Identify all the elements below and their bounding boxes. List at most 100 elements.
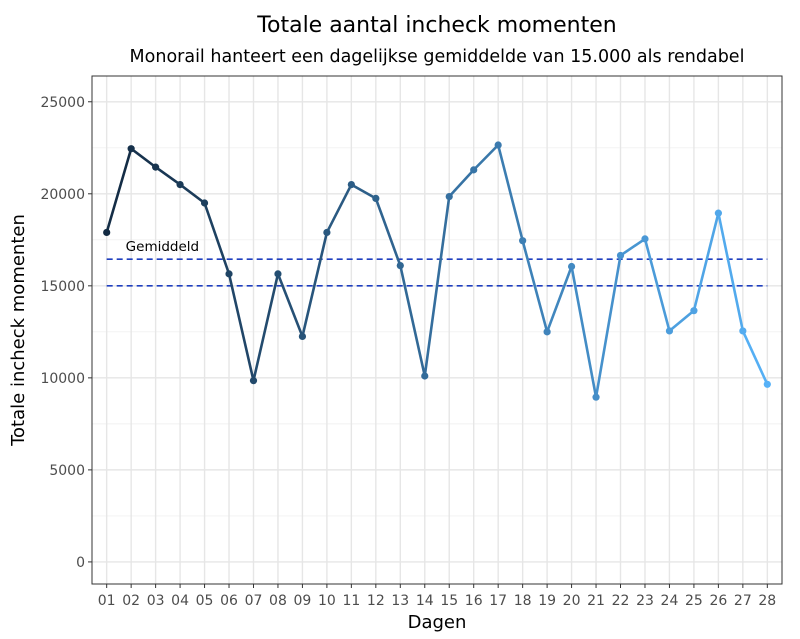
reference-line-label: Gemiddeld xyxy=(126,239,199,255)
x-tick-label: 21 xyxy=(587,593,605,609)
line-segment xyxy=(496,143,524,243)
data-point xyxy=(323,228,331,237)
y-tick-label: 5000 xyxy=(49,463,85,479)
data-point xyxy=(200,199,209,207)
line-segment xyxy=(350,183,378,200)
data-point xyxy=(739,327,747,335)
line-segment xyxy=(570,265,598,399)
line-segment xyxy=(594,254,622,399)
x-tick-label: 23 xyxy=(636,593,654,609)
line-segment xyxy=(619,237,647,257)
x-tick-label: 16 xyxy=(465,593,483,609)
series-line xyxy=(105,143,769,399)
line-segment xyxy=(276,272,304,338)
line-segment xyxy=(227,272,255,382)
data-point xyxy=(543,328,551,336)
y-tick-label: 0 xyxy=(76,555,85,571)
x-tick-label: 03 xyxy=(147,593,165,609)
data-point xyxy=(249,377,258,385)
line-segment xyxy=(252,272,280,382)
line-segment xyxy=(643,237,671,333)
y-tick-label: 20000 xyxy=(40,187,85,203)
data-point xyxy=(494,141,502,149)
data-point xyxy=(152,163,160,171)
x-tick-label: 24 xyxy=(661,593,679,609)
y-tick-label: 10000 xyxy=(40,371,85,387)
x-tick-label: 20 xyxy=(563,593,581,609)
data-point xyxy=(421,372,429,380)
x-tick-label: 14 xyxy=(416,593,434,609)
x-tick-label: 26 xyxy=(709,593,727,609)
x-tick-label: 27 xyxy=(734,593,752,609)
line-segment xyxy=(203,201,231,276)
x-axis: 01 02 03 04 05 06 07 08 09 10 11 12 13 14 15 16 17 18 19 20… xyxy=(98,584,776,609)
x-tick-label: 25 xyxy=(685,593,703,609)
y-axis-label: Totale incheck momenten xyxy=(8,214,29,447)
data-point xyxy=(225,270,233,278)
data-point xyxy=(298,332,307,341)
data-point xyxy=(616,251,625,260)
x-tick-label: 04 xyxy=(171,593,189,609)
data-point xyxy=(470,166,478,174)
x-tick-label: 02 xyxy=(122,593,140,609)
x-tick-label: 15 xyxy=(440,593,458,609)
line-segment xyxy=(178,183,206,205)
x-tick-label: 08 xyxy=(269,593,287,609)
x-tick-label: 06 xyxy=(220,593,238,609)
line-segment xyxy=(301,231,329,338)
line-segment xyxy=(545,265,573,334)
data-point xyxy=(127,145,135,153)
x-tick-label: 09 xyxy=(294,593,312,609)
data-point xyxy=(519,237,527,245)
major-gridlines xyxy=(92,76,782,584)
x-axis-label: Dagen xyxy=(408,612,467,633)
data-point xyxy=(641,235,649,243)
line-segment xyxy=(423,195,451,378)
x-tick-label: 05 xyxy=(196,593,214,609)
data-point xyxy=(372,194,380,202)
data-point xyxy=(714,209,722,217)
line-segment xyxy=(668,309,696,333)
x-tick-label: 07 xyxy=(245,593,263,609)
data-point xyxy=(274,270,282,278)
x-tick-label: 12 xyxy=(367,593,385,609)
y-tick-label: 25000 xyxy=(40,95,85,111)
data-point xyxy=(103,228,111,237)
x-tick-label: 17 xyxy=(489,593,507,609)
line-segment xyxy=(374,197,402,267)
data-point xyxy=(592,393,600,401)
plot-panel xyxy=(92,76,782,584)
x-tick-label: 28 xyxy=(758,593,776,609)
data-point xyxy=(763,380,771,388)
data-point xyxy=(665,327,674,335)
series-points xyxy=(103,141,771,401)
line-segment xyxy=(692,211,720,312)
line-segment xyxy=(154,165,182,186)
line-segment xyxy=(521,239,549,334)
x-tick-label: 11 xyxy=(342,593,360,609)
y-tick-label: 15000 xyxy=(40,279,85,295)
chart-subtitle: Monorail hanteert een dagelijkse gemidde… xyxy=(130,47,745,67)
x-tick-label: 22 xyxy=(612,593,630,609)
line-segment xyxy=(472,143,500,172)
data-point xyxy=(347,180,355,189)
line-segment xyxy=(325,183,353,234)
line-segment xyxy=(129,147,157,169)
line-segment xyxy=(398,264,427,378)
x-tick-label: 19 xyxy=(538,593,556,609)
line-segment xyxy=(447,168,476,198)
line-segment xyxy=(105,147,133,234)
minor-gridlines xyxy=(92,147,782,517)
x-tick-label: 13 xyxy=(391,593,409,609)
line-segment xyxy=(741,329,769,386)
plot-border xyxy=(91,75,783,585)
line-segment xyxy=(717,211,745,333)
x-tick-label: 01 xyxy=(98,593,116,609)
data-point xyxy=(445,192,453,201)
y-axis: 0 5000 10000 15000 20000 25000 xyxy=(40,95,92,571)
data-point xyxy=(567,262,576,271)
x-tick-label: 18 xyxy=(514,593,532,609)
data-point xyxy=(690,307,698,315)
x-tick-label: 10 xyxy=(318,593,336,609)
